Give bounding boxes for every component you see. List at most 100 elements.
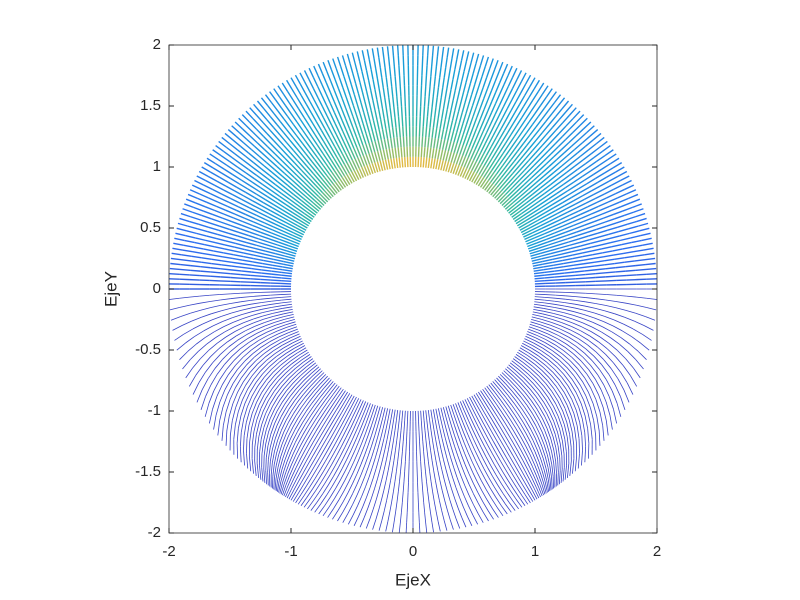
contour-line [257, 331, 267, 338]
contour-line [512, 212, 522, 220]
contour-line [334, 456, 341, 466]
contour-line [459, 123, 464, 134]
contour-line [537, 147, 546, 157]
contour-line [203, 210, 214, 216]
contour-line [426, 106, 430, 117]
contour-line [577, 145, 586, 154]
contour-line [562, 441, 565, 454]
contour-line [201, 313, 212, 318]
contour-line [169, 272, 180, 276]
contour-line [212, 254, 223, 258]
contour-line [457, 165, 463, 176]
contour-line [190, 216, 201, 221]
contour-line [454, 446, 459, 457]
y-tick-label: 2 [153, 36, 161, 53]
contour-line [354, 158, 360, 169]
contour-line [316, 144, 324, 154]
contour-line [496, 506, 504, 517]
contour-line [634, 258, 646, 262]
contour-line [247, 333, 257, 340]
contour-line [283, 313, 294, 318]
contour-line [591, 326, 602, 333]
contour-line [533, 79, 540, 90]
contour-line [253, 254, 264, 258]
contour-line [439, 97, 442, 109]
contour-line [519, 461, 526, 471]
contour-line [575, 277, 586, 280]
contour-line [579, 117, 588, 126]
contour-line [472, 63, 477, 74]
contour-line [563, 312, 574, 316]
contour-line [491, 407, 498, 417]
contour-line [574, 303, 586, 307]
contour-line [543, 308, 554, 311]
contour-line [486, 183, 494, 193]
contour-line [205, 384, 212, 397]
contour-line [585, 348, 595, 357]
contour-line [265, 219, 276, 225]
contour-line [617, 193, 627, 199]
contour-line [241, 224, 252, 230]
contour-line [570, 245, 581, 250]
contour-line [389, 450, 393, 461]
contour-line [537, 107, 546, 117]
contour-line [565, 388, 573, 400]
contour-line [543, 264, 554, 268]
contour-line [312, 421, 319, 431]
contour-line [374, 478, 378, 489]
contour-line [504, 159, 512, 168]
contour-line [384, 159, 389, 170]
contour-line [555, 122, 564, 131]
contour-line [321, 106, 328, 117]
contour-line [276, 137, 285, 146]
contour-line [201, 166, 211, 173]
contour-line [248, 455, 252, 472]
contour-line [211, 218, 222, 223]
contour-line [270, 339, 281, 346]
contour-line [550, 408, 557, 420]
contour-line [554, 272, 565, 275]
contour-line [502, 471, 509, 481]
contour-line [541, 471, 546, 482]
contour-line [583, 314, 594, 319]
contour-line [282, 377, 290, 387]
contour-line [633, 249, 644, 253]
contour-line [325, 417, 332, 427]
contour-line [594, 307, 606, 312]
contour-line [281, 301, 292, 304]
contour-line [467, 442, 472, 452]
contour-line [346, 174, 353, 184]
contour-line [471, 451, 477, 462]
contour-line [356, 421, 361, 431]
contour-line [493, 60, 499, 71]
contour-line [452, 477, 457, 488]
contour-line [532, 91, 539, 101]
contour-line [300, 497, 308, 507]
contour-line [399, 86, 402, 97]
contour-line [596, 225, 607, 230]
contour-line [231, 348, 241, 357]
contour-line [261, 205, 271, 212]
contour-line [302, 129, 310, 140]
contour-line [533, 476, 539, 487]
contour-line [519, 132, 528, 142]
contour-line [267, 459, 269, 473]
contour-line [249, 184, 259, 192]
contour-line [547, 396, 554, 407]
contour-line [242, 220, 253, 227]
contour-line [585, 292, 596, 295]
contour-line [597, 176, 608, 183]
contour-line [349, 63, 354, 74]
contour-line [505, 469, 512, 479]
contour-line [511, 79, 518, 89]
contour-line [559, 328, 570, 334]
contour-line [363, 60, 368, 71]
contour-line [543, 267, 554, 271]
contour-line [307, 138, 315, 148]
contour-line [261, 413, 266, 425]
contour-line [562, 410, 568, 423]
contour-line [422, 441, 425, 452]
contour-line [598, 201, 609, 207]
contour-line [437, 107, 441, 119]
contour-line [271, 299, 282, 302]
